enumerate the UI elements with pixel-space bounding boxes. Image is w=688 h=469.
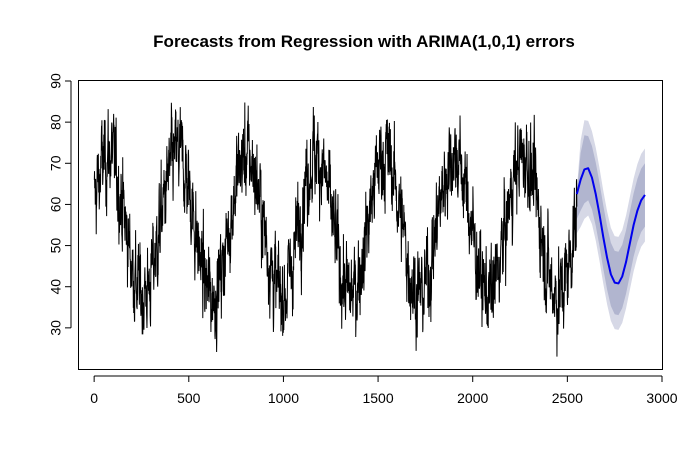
x-axis: 0 500 1000 1500 2000 2500 3000 <box>90 375 678 406</box>
chart-title: Forecasts from Regression with ARIMA(1,0… <box>153 32 575 51</box>
y-tick-label: 60 <box>48 196 64 212</box>
y-tick-label: 40 <box>48 279 64 295</box>
x-tick-label: 500 <box>177 390 201 406</box>
forecast-mean-line <box>575 167 646 285</box>
y-tick-label: 90 <box>48 73 64 89</box>
x-tick-label: 1000 <box>268 390 299 406</box>
plot-frame <box>78 80 663 370</box>
interval-band-80 <box>576 135 645 316</box>
y-tick-label: 30 <box>48 320 64 336</box>
x-tick-label: 0 <box>90 390 98 406</box>
forecast-series <box>575 167 646 285</box>
observed-series <box>93 102 578 357</box>
y-tick-label: 80 <box>48 114 64 130</box>
x-tick-label: 3000 <box>646 390 677 406</box>
x-tick-label: 2000 <box>457 390 488 406</box>
y-axis: 30 40 50 60 70 80 90 <box>48 73 72 336</box>
x-tick-label: 1500 <box>362 390 393 406</box>
prediction-intervals <box>576 120 645 330</box>
y-tick-label: 50 <box>48 238 64 254</box>
y-tick-label: 70 <box>48 155 64 171</box>
x-tick-label: 2500 <box>552 390 583 406</box>
observed-line <box>93 102 578 357</box>
